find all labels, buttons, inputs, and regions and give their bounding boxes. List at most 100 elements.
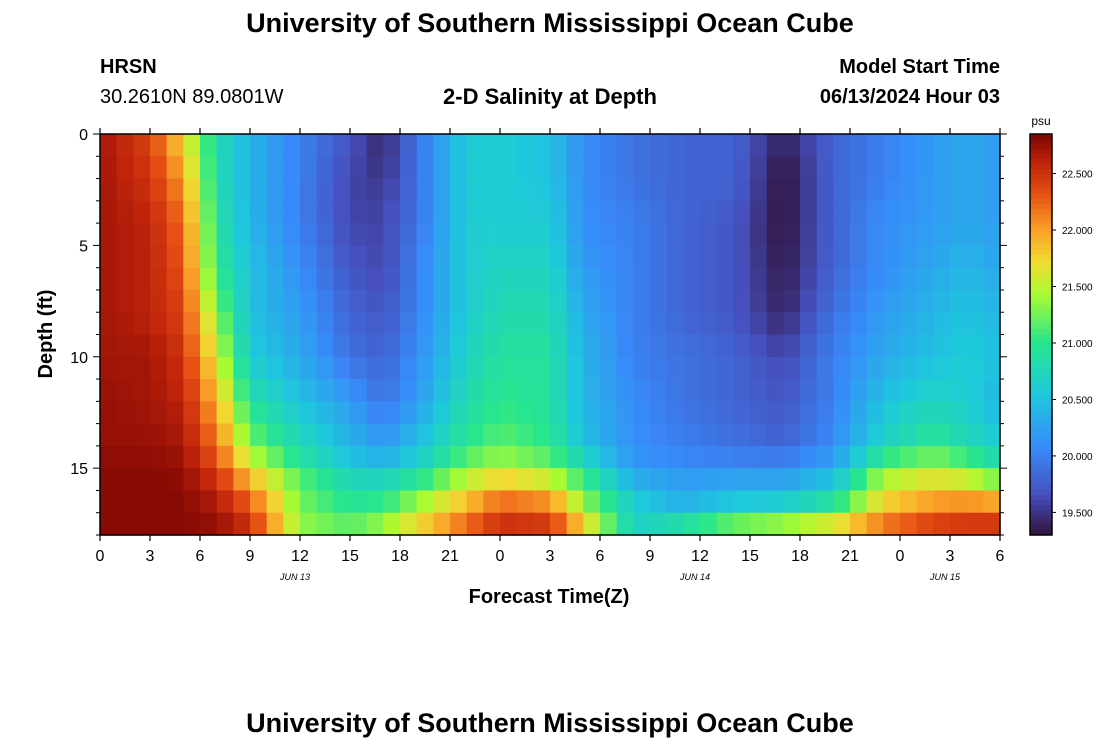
heatmap-cell	[183, 245, 201, 269]
heatmap-cell	[816, 445, 834, 469]
heatmap-cell	[200, 445, 218, 469]
heatmap-cell	[333, 512, 351, 536]
heatmap-cell	[700, 223, 718, 246]
heatmap-cell	[450, 445, 468, 469]
heatmap-cell	[750, 200, 768, 224]
heatmap-cell	[816, 200, 834, 224]
heatmap-cell	[866, 289, 884, 313]
heatmap-cell	[183, 178, 201, 202]
heatmap-cell	[966, 178, 984, 202]
heatmap-cell	[916, 156, 934, 180]
page-title-bottom: University of Southern Mississippi Ocean…	[246, 708, 854, 738]
heatmap-cell	[666, 178, 684, 202]
heatmap-cell	[733, 156, 751, 180]
heatmap-cell	[133, 401, 151, 425]
heatmap-cell	[866, 245, 884, 269]
heatmap-cell	[316, 267, 334, 291]
heatmap-cell	[533, 200, 551, 224]
heatmap-cell	[166, 245, 184, 269]
heatmap-cell	[150, 178, 168, 202]
heatmap-cell	[450, 356, 468, 380]
heatmap-cell	[233, 134, 251, 157]
heatmap-cell	[200, 245, 218, 269]
heatmap-cell	[966, 445, 984, 469]
heatmap-cell	[466, 134, 484, 157]
heatmap-cell	[116, 423, 134, 447]
heatmap-cell	[916, 200, 934, 224]
colorbar-segment	[1030, 494, 1052, 501]
heatmap-cell	[916, 245, 934, 269]
heatmap-cell	[716, 356, 734, 380]
heatmap-cell	[700, 200, 718, 224]
heatmap-cell	[766, 423, 784, 447]
heatmap-cell	[816, 223, 834, 246]
heatmap-cell	[900, 512, 918, 536]
heatmap-cell	[900, 356, 918, 380]
heatmap-cell	[716, 312, 734, 336]
heatmap-cell	[583, 512, 601, 536]
heatmap-cell	[583, 401, 601, 425]
heatmap-cell	[133, 490, 151, 514]
heatmap-cell	[266, 401, 284, 425]
colorbar-segment	[1030, 174, 1052, 180]
heatmap-cell	[350, 245, 368, 269]
heatmap-cell	[300, 200, 318, 224]
heatmap-cell	[200, 490, 218, 514]
heatmap-cell	[916, 267, 934, 291]
heatmap-cell	[350, 379, 368, 402]
heatmap-cell	[300, 445, 318, 469]
heatmap-cell	[700, 445, 718, 469]
heatmap-cell	[250, 312, 268, 336]
heatmap-cell	[900, 334, 918, 358]
heatmap-cell	[500, 401, 518, 425]
heatmap-cell	[816, 178, 834, 202]
heatmap-cell	[450, 156, 468, 180]
heatmap-cell	[450, 334, 468, 358]
heatmap-cell	[700, 312, 718, 336]
heatmap-cell	[866, 312, 884, 336]
colorbar-segment	[1030, 479, 1052, 486]
heatmap-cell	[983, 223, 1001, 246]
heatmap-cell	[750, 334, 768, 358]
heatmap-cell	[116, 401, 134, 425]
heatmap-cell	[666, 401, 684, 425]
colorbar-segment	[1030, 154, 1052, 160]
heatmap-cell	[833, 134, 851, 157]
heatmap-cell	[366, 289, 384, 313]
heatmap-cell	[916, 512, 934, 536]
heatmap-cell	[683, 200, 701, 224]
heatmap-cell	[483, 445, 501, 469]
heatmap-cell	[616, 223, 634, 246]
heatmap-cell	[633, 468, 651, 492]
heatmap-cell	[866, 423, 884, 447]
heatmap-cell	[416, 356, 434, 380]
heatmap-cell	[266, 334, 284, 358]
heatmap-cell	[100, 267, 118, 291]
heatmap-cell	[366, 356, 384, 380]
heatmap-cell	[333, 156, 351, 180]
heatmap-cell	[983, 445, 1001, 469]
heatmap-cell	[966, 267, 984, 291]
heatmap-cell	[866, 490, 884, 514]
heatmap-cell	[533, 490, 551, 514]
heatmap-cell	[250, 334, 268, 358]
heatmap-cell	[550, 379, 568, 402]
colorbar-tick-label: 20.500	[1062, 395, 1093, 406]
colorbar-segment	[1030, 264, 1052, 270]
heatmap-cell	[583, 245, 601, 269]
heatmap-cell	[733, 334, 751, 358]
heatmap-cell	[916, 178, 934, 202]
heatmap-cell	[916, 468, 934, 492]
colorbar-segment	[1030, 509, 1052, 516]
heatmap-cell	[433, 156, 451, 180]
heatmap-cell	[750, 379, 768, 402]
heatmap-cell	[633, 490, 651, 514]
heatmap-cell	[850, 178, 868, 202]
heatmap-cell	[316, 401, 334, 425]
heatmap-cell	[700, 401, 718, 425]
colorbar-segment	[1030, 489, 1052, 496]
heatmap-cell	[150, 401, 168, 425]
heatmap-cell	[700, 356, 718, 380]
heatmap-cell	[950, 245, 968, 269]
heatmap-cell	[800, 178, 818, 202]
